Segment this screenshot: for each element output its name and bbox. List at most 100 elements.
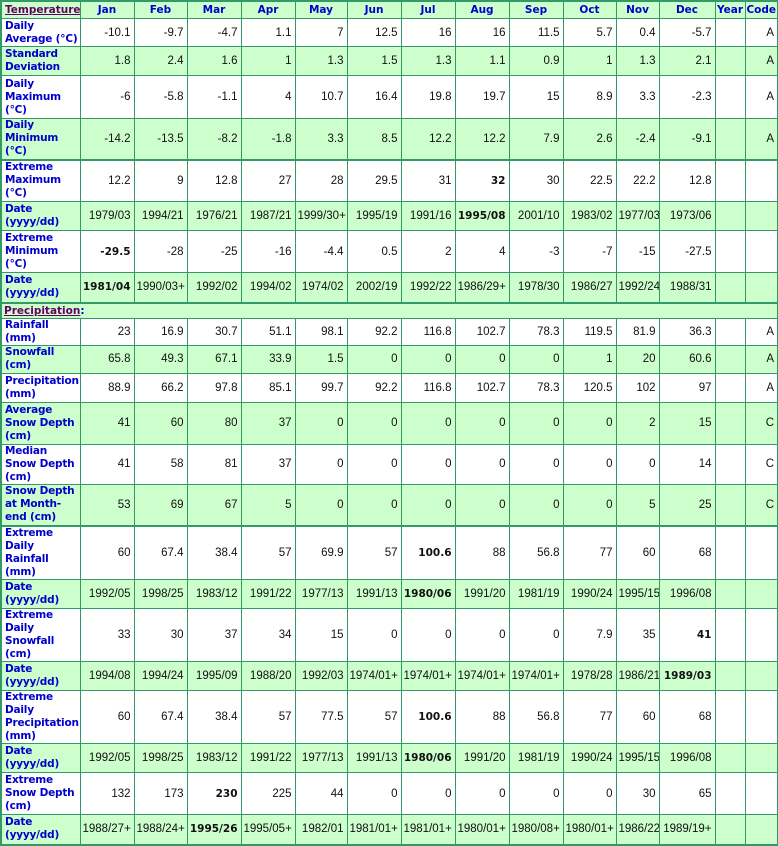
cell-jul: 1974/01+ <box>400 661 456 691</box>
cell-may: 7 <box>294 18 348 47</box>
cell-oct: 1 <box>562 344 617 374</box>
cell-nov: 1.3 <box>615 46 660 76</box>
column-header-year: Year <box>714 0 746 19</box>
cell-code <box>744 525 778 580</box>
cell-nov: 35 <box>615 608 660 662</box>
cell-apr: 37 <box>240 401 296 445</box>
cell-nov: 1986/22 <box>615 814 660 845</box>
column-header-sep: Sep <box>508 0 564 19</box>
cell-jan: 60 <box>79 690 135 744</box>
cell-feb: 1998/25 <box>133 579 188 609</box>
cell-feb: 173 <box>133 772 188 815</box>
cell-apr: 1994/02 <box>240 272 296 303</box>
cell-aug: 12.2 <box>454 118 510 160</box>
cell-dec: -2.3 <box>658 75 716 119</box>
cell-mar: -1.1 <box>186 75 242 119</box>
cell-apr: 225 <box>240 772 296 815</box>
section-link[interactable]: Temperature <box>5 4 80 16</box>
row-label: Date (yyyy/dd) <box>0 743 81 773</box>
cell-sep: 1981/19 <box>508 743 564 773</box>
table-row: Extreme Maximum (°C) 12.2 9 12.8 27 28 29.5 31 3… <box>0 158 778 202</box>
cell-apr: 34 <box>240 608 296 662</box>
cell-apr: 27 <box>240 158 296 202</box>
cell-year <box>714 46 746 76</box>
cell-nov: 2 <box>615 401 660 445</box>
cell-year <box>714 772 746 815</box>
cell-may: 1977/13 <box>294 579 348 609</box>
cell-aug: 1974/01+ <box>454 661 510 691</box>
row-label: Daily Average (°C) <box>0 18 81 47</box>
column-header-jul: Jul <box>400 0 456 19</box>
cell-code <box>744 579 778 609</box>
cell-dec: 12.8 <box>658 158 716 202</box>
table-row: Snowfall (cm) 65.8 49.3 67.1 33.9 1.5 0 0 0 0 1 20 6… <box>0 344 778 374</box>
cell-year <box>714 483 746 527</box>
cell-code: C <box>744 401 778 445</box>
cell-jul: 0 <box>400 483 456 527</box>
cell-jul: 116.8 <box>400 372 456 403</box>
cell-jan: -6 <box>79 75 135 119</box>
cell-apr: 1991/22 <box>240 743 296 773</box>
cell-sep: 11.5 <box>508 18 564 47</box>
cell-aug: 102.7 <box>454 317 510 346</box>
cell-feb: 16.9 <box>133 317 188 346</box>
cell-aug: 0 <box>454 483 510 527</box>
cell-feb: 1998/25 <box>133 743 188 773</box>
cell-sep: 1978/30 <box>508 272 564 303</box>
cell-year <box>714 372 746 403</box>
cell-apr: 85.1 <box>240 372 296 403</box>
cell-oct: 8.9 <box>562 75 617 119</box>
row-label: Extreme Minimum (°C) <box>0 230 81 273</box>
cell-mar: 38.4 <box>186 525 242 580</box>
cell-sep: 0 <box>508 401 564 445</box>
cell-code: A <box>744 18 778 47</box>
cell-jan: 1979/03 <box>79 201 135 231</box>
cell-jul: 0 <box>400 401 456 445</box>
cell-jan: 23 <box>79 317 135 346</box>
cell-nov: 1986/21 <box>615 661 660 691</box>
cell-feb: -13.5 <box>133 118 188 160</box>
cell-jun: 0 <box>346 443 402 485</box>
cell-year <box>714 401 746 445</box>
cell-may: 99.7 <box>294 372 348 403</box>
cell-apr: 37 <box>240 443 296 485</box>
cell-year <box>714 661 746 691</box>
cell-feb: 58 <box>133 443 188 485</box>
table-row: Date (yyyy/dd) 1979/03 1994/21 1976/21 1987/… <box>0 201 778 231</box>
cell-dec: -9.1 <box>658 118 716 160</box>
cell-oct: 0 <box>562 772 617 815</box>
cell-aug: 16 <box>454 18 510 47</box>
cell-jul: 0 <box>400 443 456 485</box>
cell-jun: 1981/01+ <box>346 814 402 845</box>
cell-mar: 1995/09 <box>186 661 242 691</box>
cell-oct: 1980/01+ <box>562 814 617 845</box>
cell-dec: 41 <box>658 608 716 662</box>
cell-mar: -25 <box>186 230 242 273</box>
cell-sep: 15 <box>508 75 564 119</box>
table-row: Daily Average (°C) -10.1 -9.7 -4.7 1.1 7 12.5 1… <box>0 18 778 47</box>
cell-jun: 2002/19 <box>346 272 402 303</box>
cell-oct: 77 <box>562 525 617 580</box>
cell-mar: 12.8 <box>186 158 242 202</box>
cell-mar: 1992/02 <box>186 272 242 303</box>
cell-nov: 60 <box>615 690 660 744</box>
cell-may: 0 <box>294 401 348 445</box>
cell-year <box>714 272 746 303</box>
row-label: Average Snow Depth (cm) <box>0 401 81 445</box>
column-header-jun: Jun <box>346 0 402 19</box>
cell-code: A <box>744 344 778 374</box>
cell-year <box>714 690 746 744</box>
section-link[interactable]: Precipitation <box>4 304 81 317</box>
row-label: Date (yyyy/dd) <box>0 814 81 845</box>
row-label: Daily Minimum (°C) <box>0 118 81 160</box>
cell-mar: 81 <box>186 443 242 485</box>
cell-code <box>744 608 778 662</box>
cell-oct: 119.5 <box>562 317 617 346</box>
cell-jun: 57 <box>346 690 402 744</box>
cell-oct: 1983/02 <box>562 201 617 231</box>
cell-code <box>744 690 778 744</box>
cell-mar: 38.4 <box>186 690 242 744</box>
cell-dec: 36.3 <box>658 317 716 346</box>
cell-oct: 1990/24 <box>562 579 617 609</box>
